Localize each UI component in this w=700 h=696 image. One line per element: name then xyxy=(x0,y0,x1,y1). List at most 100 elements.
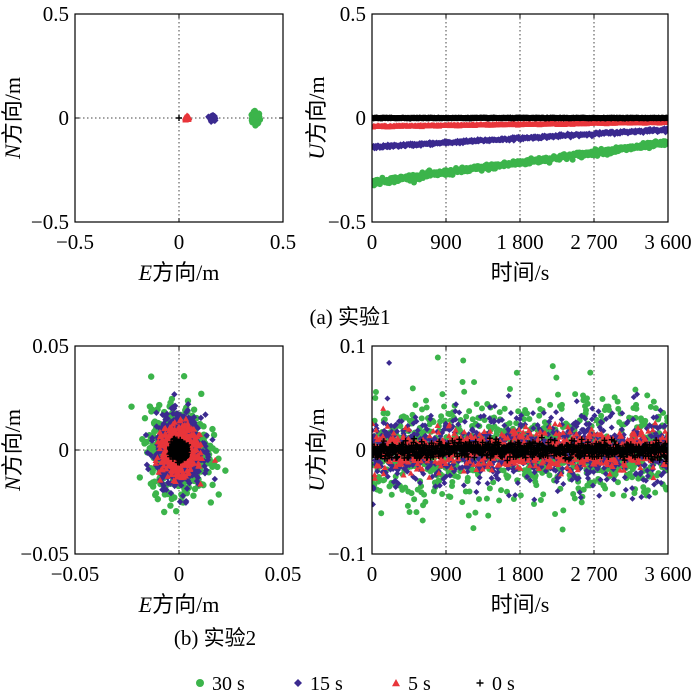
y-tick-label: 0 xyxy=(59,106,70,130)
point xyxy=(190,451,197,458)
point xyxy=(665,139,668,146)
point xyxy=(214,463,221,471)
data-layer xyxy=(176,107,264,129)
point xyxy=(195,459,202,466)
point xyxy=(161,458,168,465)
y-tick-label: 0.5 xyxy=(43,2,69,26)
point xyxy=(184,401,192,408)
point xyxy=(148,408,155,415)
x-tick-label: 0 xyxy=(174,230,185,254)
point xyxy=(253,112,260,120)
point xyxy=(188,431,196,438)
point xyxy=(159,486,166,493)
point xyxy=(156,425,163,432)
series-30s xyxy=(372,138,668,189)
point xyxy=(209,425,216,433)
data-layer xyxy=(372,114,668,189)
point xyxy=(248,117,256,124)
point xyxy=(161,508,168,516)
point xyxy=(147,480,155,487)
point xyxy=(173,507,180,515)
point xyxy=(180,422,188,429)
point xyxy=(177,416,184,422)
x-tick-label: 3 600 xyxy=(644,230,691,254)
point xyxy=(161,412,168,420)
point xyxy=(161,425,168,432)
point xyxy=(203,432,210,439)
point xyxy=(171,391,178,398)
point xyxy=(207,499,215,506)
series-5s xyxy=(181,112,193,123)
point xyxy=(149,441,156,448)
point xyxy=(143,461,151,469)
point xyxy=(190,414,198,421)
point xyxy=(175,470,182,477)
point xyxy=(190,492,197,499)
point xyxy=(209,445,216,452)
point xyxy=(201,440,208,447)
point xyxy=(155,468,162,475)
point xyxy=(168,423,175,430)
y-axis-label: U方向/m xyxy=(304,76,329,159)
point xyxy=(156,445,164,452)
point xyxy=(128,403,135,410)
point xyxy=(171,482,178,490)
point xyxy=(160,462,168,469)
point xyxy=(176,498,184,505)
x-axis-label: E方向/m xyxy=(138,260,220,285)
point xyxy=(195,462,202,469)
point xyxy=(136,474,144,481)
point xyxy=(197,449,204,456)
y-axis-label: N方向/m xyxy=(0,77,25,160)
point xyxy=(174,415,181,423)
point xyxy=(188,421,195,429)
point xyxy=(164,479,172,486)
point xyxy=(153,451,160,458)
y-tick-label: 0 xyxy=(356,106,367,130)
point xyxy=(160,482,167,489)
point xyxy=(151,418,159,425)
point xyxy=(179,492,187,499)
point xyxy=(198,390,205,398)
point xyxy=(148,437,156,444)
point xyxy=(222,467,229,474)
point xyxy=(163,410,171,418)
point xyxy=(197,480,204,487)
point xyxy=(191,455,199,461)
point xyxy=(184,397,192,405)
point xyxy=(215,491,222,498)
point xyxy=(196,454,203,461)
y-tick-label: 0.5 xyxy=(340,2,366,26)
point xyxy=(152,490,160,497)
point xyxy=(170,403,177,411)
point xyxy=(153,409,160,416)
point xyxy=(156,476,164,483)
point xyxy=(160,420,168,427)
point xyxy=(184,115,191,122)
point xyxy=(197,414,205,422)
point xyxy=(160,470,168,478)
point xyxy=(192,472,200,479)
series-15s xyxy=(372,125,668,152)
point xyxy=(192,446,199,453)
point xyxy=(144,449,151,456)
point xyxy=(171,419,178,425)
point xyxy=(182,415,190,422)
x-tick-label: 0 xyxy=(367,230,378,254)
point xyxy=(183,489,190,497)
point xyxy=(186,479,193,487)
data-layer xyxy=(128,373,229,516)
point xyxy=(569,156,576,163)
point xyxy=(209,463,216,470)
y-tick-label: −0.5 xyxy=(31,210,69,234)
point xyxy=(183,467,191,473)
point xyxy=(141,415,149,422)
point xyxy=(167,489,175,497)
series-5s xyxy=(372,118,668,130)
point xyxy=(207,116,214,124)
point xyxy=(177,482,185,489)
x-axis-label: 时间/s xyxy=(491,260,550,285)
